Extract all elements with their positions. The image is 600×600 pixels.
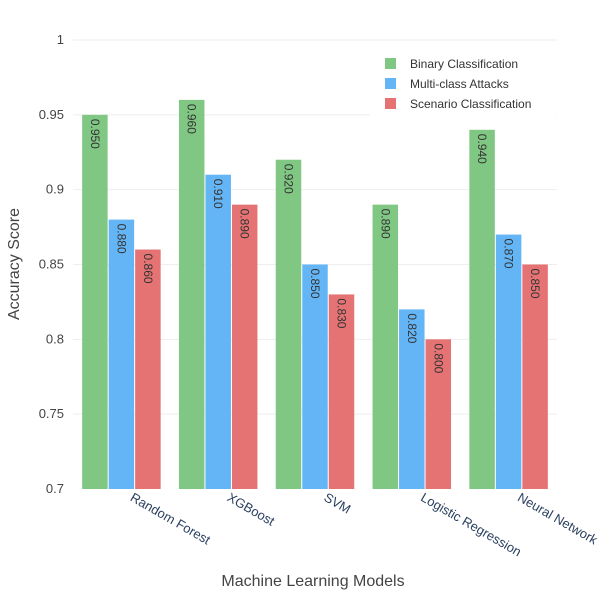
bar [399,309,425,489]
legend-label: Binary Classification [410,57,518,71]
y-tick-label: 0.75 [39,406,64,421]
bar [178,99,205,489]
bar-value-label: 0.860 [141,254,155,284]
bar [495,234,522,489]
legend-swatch [385,58,396,69]
bar [231,204,258,489]
bar [469,129,495,490]
bar [82,114,108,489]
legend-label: Multi-class Attacks [410,77,509,91]
bar-value-label: 0.920 [282,164,296,194]
y-tick-label: 0.85 [39,257,64,272]
y-tick-label: 1 [57,32,64,47]
bar-value-label: 0.910 [211,179,225,209]
legend-swatch [385,78,396,89]
x-tick-label: XGBoost [225,490,278,529]
bar [205,174,231,489]
bar-value-label: 0.820 [405,313,419,343]
bar-value-label: 0.890 [238,209,252,239]
bar-value-label: 0.880 [114,224,128,254]
y-tick-label: 0.7 [46,481,64,496]
y-axis-title: Accuracy Score [6,208,23,320]
bar-value-label: 0.850 [528,269,542,299]
x-tick-label: SVM [322,490,354,517]
y-axis-ticks: 0.7 0.75 0.8 0.85 0.9 0.95 1 [39,32,64,496]
y-tick-label: 0.8 [46,331,64,346]
legend-background [370,50,556,116]
bar [135,249,161,489]
bar-value-label: 0.940 [475,134,489,164]
legend-swatch [385,98,396,109]
x-tick-label: Logistic Regression [418,490,524,560]
bar [328,294,355,489]
bar [425,339,452,489]
bar [108,219,135,489]
bar [372,204,399,489]
legend: Binary Classification Multi-class Attacks… [385,57,531,111]
bar-value-label: 0.830 [335,298,349,328]
x-tick-label: Random Forest [128,490,213,548]
x-axis-title: Machine Learning Models [221,573,404,590]
bar-value-label: 0.870 [502,239,516,269]
bar-value-label: 0.890 [378,209,392,239]
y-tick-label: 0.9 [46,182,64,197]
bar-value-label: 0.850 [308,269,322,299]
x-tick-label: Neural Network [515,490,600,548]
bar-value-label: 0.960 [185,104,199,134]
bar [302,264,328,489]
bars [82,99,548,490]
bar-labels: 0.950 0.960 0.920 0.890 0.940 0.880 0.910 0.850… [88,104,542,374]
x-axis-ticks: Random Forest XGBoost SVM Logistic Regressi… [128,490,600,560]
bar-value-label: 0.800 [431,343,445,373]
y-tick-label: 0.95 [39,107,64,122]
bar [275,159,302,489]
bar-value-label: 0.950 [88,119,102,149]
legend-label: Scenario Classification [410,97,531,111]
bar [522,264,548,489]
